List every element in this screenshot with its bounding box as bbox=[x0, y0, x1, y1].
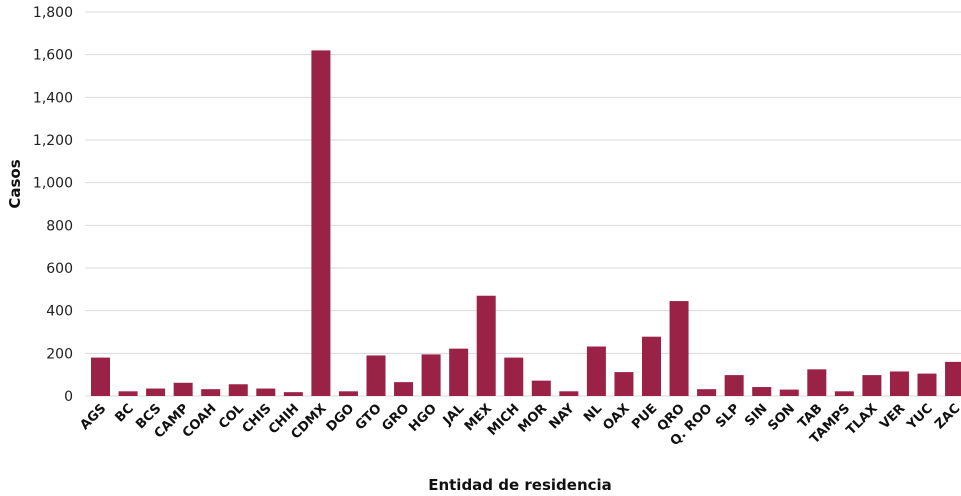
bar-oax bbox=[614, 372, 634, 396]
bar-slp bbox=[724, 375, 744, 396]
bar-camp bbox=[173, 382, 193, 396]
y-tick-label: 1,800 bbox=[33, 5, 73, 21]
y-tick-label: 600 bbox=[46, 261, 73, 277]
x-tick-label: PUE bbox=[629, 401, 660, 432]
bar-tlax bbox=[862, 375, 882, 396]
bar-qro bbox=[669, 301, 689, 396]
bar-son bbox=[779, 389, 799, 396]
bar-mich bbox=[504, 357, 524, 396]
bar-tab bbox=[807, 369, 827, 396]
bar-coah bbox=[201, 389, 221, 396]
bar-pue bbox=[642, 336, 661, 396]
bar-chis bbox=[256, 388, 276, 396]
grid-lines bbox=[85, 11, 961, 397]
x-tick-label: GTO bbox=[353, 401, 385, 433]
bar-bcs bbox=[146, 388, 166, 396]
bar-bc bbox=[118, 391, 138, 396]
y-tick-label: 1,600 bbox=[33, 48, 73, 64]
x-tick-label: GRO bbox=[379, 401, 412, 434]
x-tick-label: OAX bbox=[600, 401, 632, 433]
bar-gro bbox=[394, 382, 414, 396]
bar-nay bbox=[559, 391, 579, 396]
bar-ags bbox=[91, 357, 110, 396]
y-tick-label: 800 bbox=[46, 218, 73, 234]
x-tick-label: ZAC bbox=[932, 401, 961, 432]
y-tick-label: 1,200 bbox=[33, 133, 73, 149]
x-tick-label: TLAX bbox=[844, 401, 881, 438]
bar-mex bbox=[476, 295, 496, 396]
x-tick-label: SON bbox=[765, 401, 798, 434]
bar-mor bbox=[531, 380, 551, 396]
y-tick-label: 400 bbox=[46, 304, 73, 320]
bar-hgo bbox=[421, 354, 441, 396]
bar-ver bbox=[889, 371, 909, 396]
bar-tamps bbox=[834, 391, 854, 396]
bars bbox=[91, 50, 961, 397]
bar-nl bbox=[586, 346, 606, 396]
x-tick-label: NAY bbox=[546, 401, 578, 433]
x-tick-label: SLP bbox=[713, 401, 743, 431]
x-tick-label: YUC bbox=[904, 401, 936, 433]
x-axis-ticks: AGS BCBCSCAMPCOAHCOLCHISCHIHCDMXDGOGTOGRO… bbox=[77, 401, 961, 449]
y-axis-title: Casos bbox=[6, 159, 24, 208]
bar-gto bbox=[366, 355, 386, 396]
bar-jal bbox=[449, 348, 469, 396]
y-tick-label: 1,400 bbox=[33, 90, 73, 106]
x-tick-label: MOR bbox=[515, 401, 550, 436]
bar-zac bbox=[945, 361, 961, 396]
bar-q-roo bbox=[697, 389, 717, 396]
x-tick-label: VER bbox=[877, 401, 908, 432]
x-tick-label: HGO bbox=[406, 401, 440, 435]
bar-yuc bbox=[917, 373, 937, 396]
bar-col bbox=[228, 384, 248, 396]
x-tick-label: DGO bbox=[324, 401, 358, 435]
bar-sin bbox=[752, 387, 772, 396]
x-tick-label: MICH bbox=[485, 401, 523, 439]
y-tick-label: 0 bbox=[64, 389, 73, 405]
bar-dgo bbox=[338, 391, 358, 396]
y-tick-label: 1,000 bbox=[33, 176, 73, 192]
x-axis-title: Entidad de residencia bbox=[428, 476, 612, 494]
y-tick-label: 200 bbox=[46, 346, 73, 362]
bar-chih bbox=[283, 392, 303, 396]
y-axis-ticks: 0 200 400 600 800 1,000 1,200 1,400 1,600 1,800 bbox=[33, 5, 73, 405]
bar-cdmx bbox=[311, 50, 331, 397]
x-tick-label: AGS bbox=[77, 401, 109, 433]
